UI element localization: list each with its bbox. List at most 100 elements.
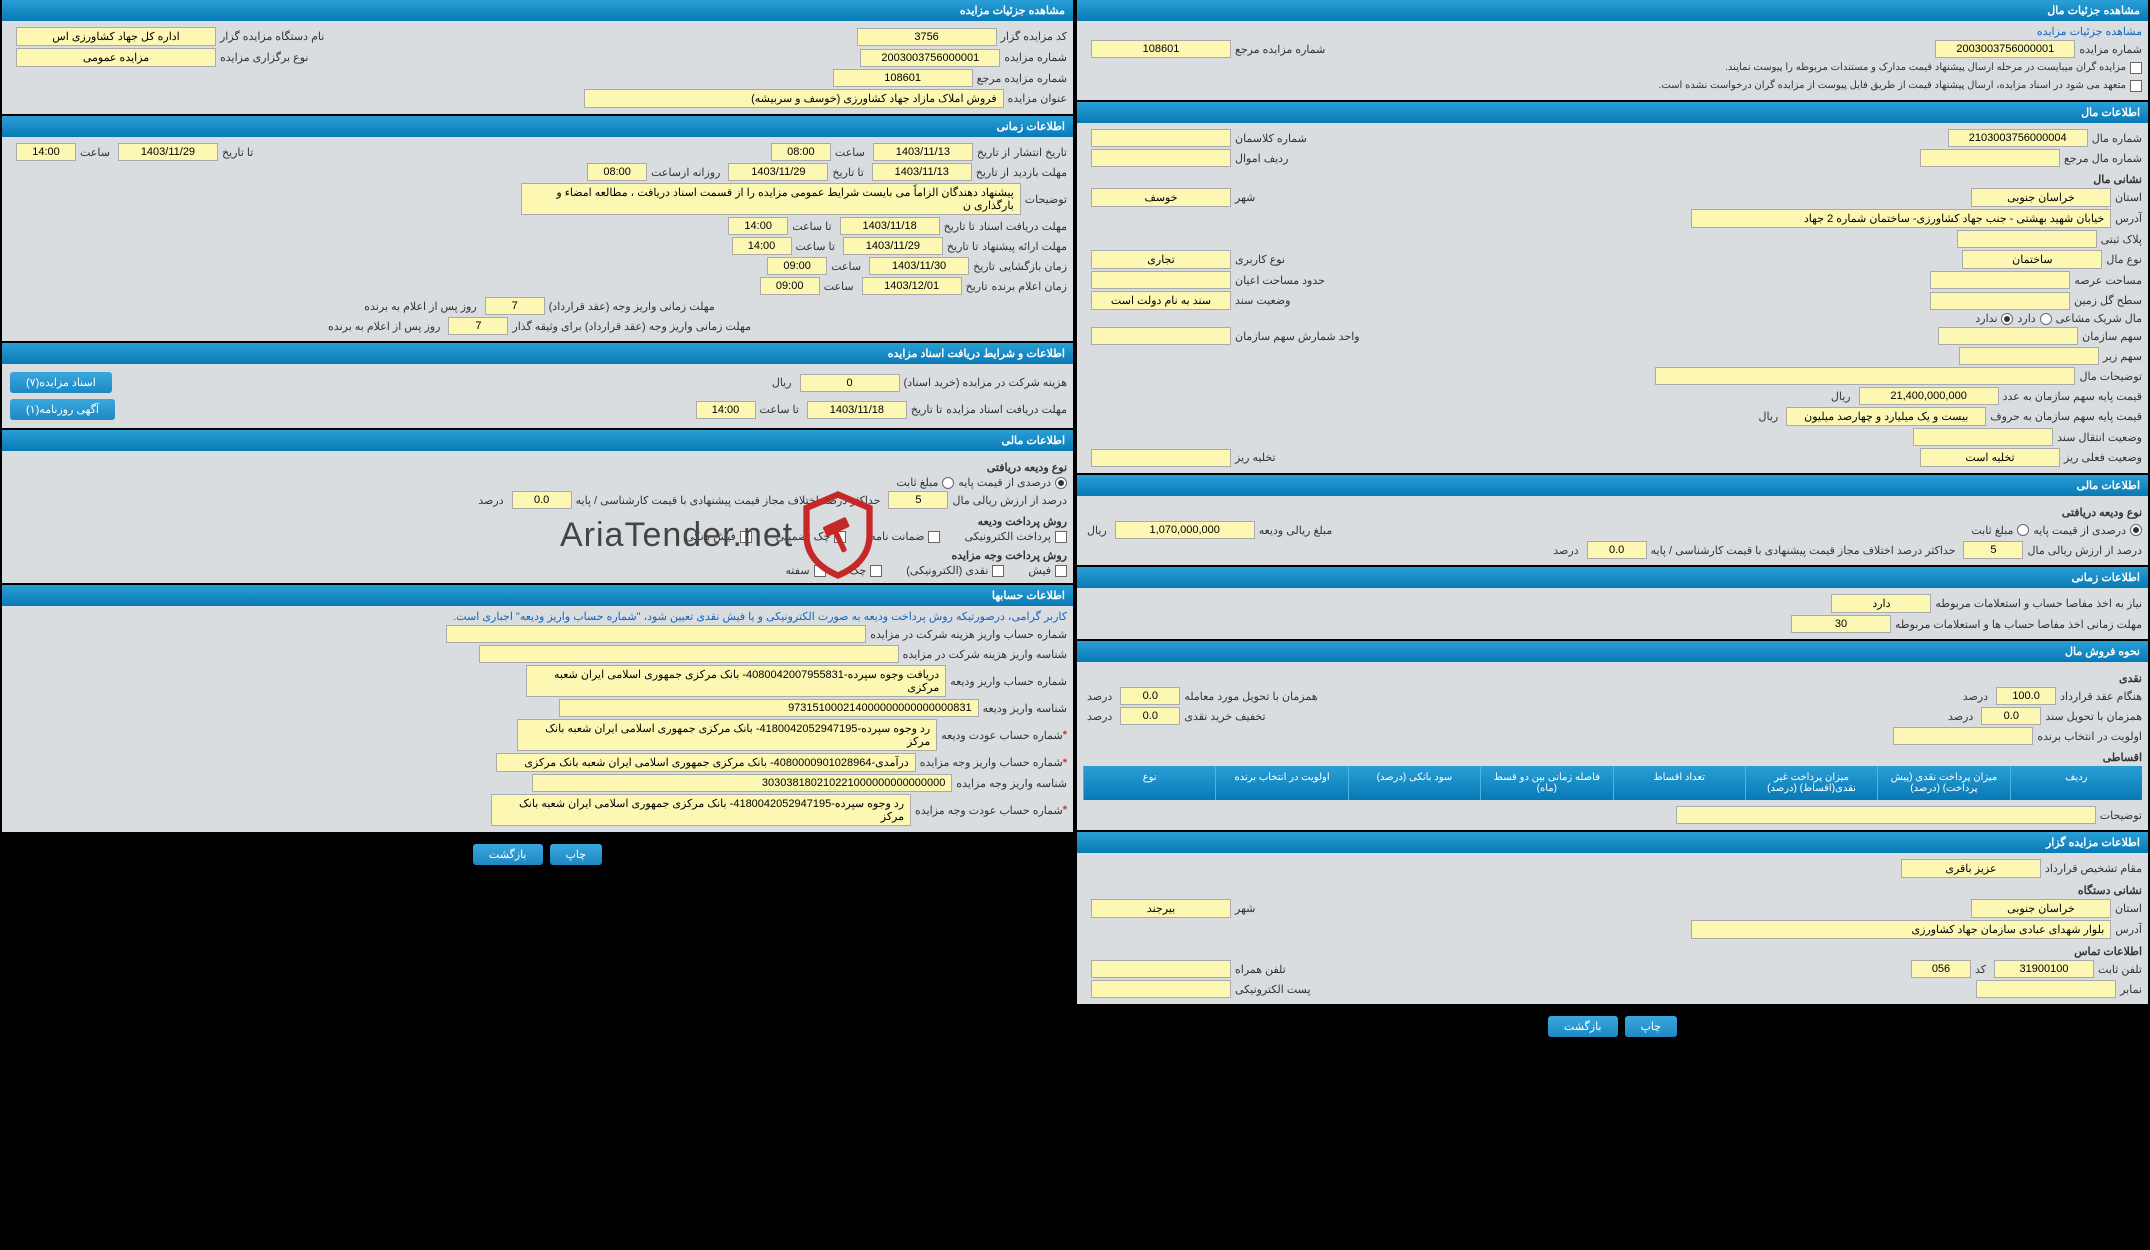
auction-payment-checkbox[interactable] <box>1055 565 1067 577</box>
days-field: 7 <box>448 317 508 335</box>
required-icon: * <box>1063 804 1067 816</box>
cash-discount-field: 0.0 <box>1120 707 1180 725</box>
time-field: 14:00 <box>16 143 76 161</box>
evacuation-field <box>1091 449 1231 467</box>
label: روزانه ازساعت <box>651 166 720 179</box>
tel-code-field: 056 <box>1911 960 1971 978</box>
deposit-type-radio[interactable] <box>942 477 954 489</box>
sale-method-panel: نحوه فروش مال نقدی هنگام عقد قرارداد 100… <box>1077 641 2148 830</box>
info-text: متعهد می شود در اسناد مزایده، ارسال پیشن… <box>1659 78 2126 94</box>
print-button[interactable]: چاپ <box>1625 1016 1678 1037</box>
time-info-panel: اطلاعات زمانی تاریخ انتشار از تاریخ 1403… <box>2 116 1073 341</box>
city-field: خوسف <box>1091 188 1231 207</box>
auction-payment-checkbox[interactable] <box>992 565 1004 577</box>
payment-method-checkbox[interactable] <box>928 531 940 543</box>
date-field: 1403/11/13 <box>873 143 973 161</box>
section-header: اطلاعات مالی <box>2 430 1073 451</box>
sub-header: اطلاعات تماس <box>1083 945 2142 958</box>
plate-field <box>1957 230 2097 248</box>
print-button[interactable]: چاپ <box>550 844 603 865</box>
label: شماره مزایده <box>2079 43 2142 56</box>
label: مهلت زمانی واریز وجه (عقد قرارداد) برای … <box>512 320 751 333</box>
label: همزمان با تحویل سند <box>2045 710 2142 723</box>
label: سطح گل زمین <box>2074 294 2142 307</box>
need-field: دارد <box>1831 594 1931 613</box>
label: تا ساعت <box>792 220 831 233</box>
time-field: 09:00 <box>767 257 827 275</box>
account-field: درآمدی-4080000901028964- بانک مرکزی جمهو… <box>496 753 916 772</box>
area-field <box>1930 271 2070 289</box>
label: سهم سازمان <box>2082 330 2142 343</box>
section-header: نحوه فروش مال <box>1077 641 2148 662</box>
date-field: 1403/11/29 <box>843 237 943 255</box>
label: تا ساعت <box>760 403 799 416</box>
action-buttons: چاپ بازگشت <box>1077 1006 2148 1047</box>
deposit-type-radio[interactable] <box>2130 524 2142 536</box>
section-header: اطلاعات مالی <box>1077 475 2148 496</box>
notes-field: پیشنهاد دهندگان الزاماً می بایست شرایط ع… <box>521 183 1021 215</box>
view-auction-link[interactable]: مشاهده جزئیات مزایده <box>1083 25 2142 38</box>
newspaper-ad-button[interactable]: آگهی روزنامه(۱) <box>10 399 115 420</box>
payment-method-checkbox[interactable] <box>1055 531 1067 543</box>
label: مهلت زمانی واریز وجه (عقد قرارداد) <box>549 300 715 313</box>
shared-radio[interactable] <box>2001 313 2013 325</box>
label: مهلت ارائه پیشنهاد <box>982 240 1067 253</box>
label: آدرس <box>2115 923 2142 936</box>
label: شماره حساب واریز ودیعه <box>950 675 1067 688</box>
label: شماره مزایده مرجع <box>977 72 1067 85</box>
label: نوع کاربری <box>1235 253 1285 266</box>
current-status-field: تخلیه است <box>1920 448 2060 467</box>
info-checkbox <box>2130 80 2142 92</box>
notes-field <box>1676 806 2096 824</box>
deposit-type-radio[interactable] <box>1055 477 1067 489</box>
section-header: اطلاعات و شرایط دریافت اسناد مزایده <box>2 343 1073 364</box>
time-field: 09:00 <box>760 277 820 295</box>
label: درصد <box>1553 544 1578 557</box>
label: روز پس از اعلام به برنده <box>328 320 440 333</box>
label: درصدی از قیمت پایه <box>2033 524 2126 537</box>
province-field: خراسان جنوبی <box>1971 188 2111 207</box>
label: کد مزایده گزار <box>1001 30 1067 43</box>
deposit-type-radio[interactable] <box>2017 524 2029 536</box>
label: وضعیت فعلی ریز <box>2064 451 2142 464</box>
date-field: 1403/11/13 <box>872 163 972 181</box>
label: تا تاریخ <box>832 166 863 179</box>
label: توضیحات <box>1025 193 1067 206</box>
label: ریال <box>1831 390 1851 403</box>
back-button[interactable]: بازگشت <box>473 844 543 865</box>
sub-header: نوع ودیعه دریافتی <box>8 461 1067 474</box>
label: ردیف اموال <box>1235 152 1288 165</box>
sub-header: روش پرداخت ودیعه <box>8 515 1067 528</box>
logo-text: AriaTender.net <box>560 516 793 555</box>
account-field <box>479 645 899 663</box>
shared-radio[interactable] <box>2040 313 2052 325</box>
cost-field: 0 <box>800 374 900 392</box>
deposit-amount-field: 1,070,000,000 <box>1115 521 1255 539</box>
account-field: 303038180210221000000000000000 <box>532 774 952 792</box>
th: اولویت در انتخاب برنده <box>1215 766 1347 800</box>
account-field: دریافت وجوه سپرده-4080042007955831- بانک… <box>526 665 946 697</box>
th: میزان پرداخت غیر نقدی(اقساط) (درصد) <box>1745 766 1877 800</box>
share-unit-field <box>1091 327 1231 345</box>
on-contract-field: 100.0 <box>1996 687 2056 705</box>
doc-conditions-panel: اطلاعات و شرایط دریافت اسناد مزایده هزین… <box>2 343 1073 428</box>
days-field: 30 <box>1791 615 1891 633</box>
account-field: 973151000214000000000000000831 <box>559 699 979 717</box>
info-checkbox <box>2130 62 2142 74</box>
shield-hammer-icon <box>793 490 883 580</box>
auctioneer-code-field: 3756 <box>857 28 997 46</box>
label: هنگام عقد قرارداد <box>2060 690 2142 703</box>
ref-field <box>1920 149 2060 167</box>
fax-field <box>1976 980 2116 998</box>
label: همزمان با تحویل مورد معامله <box>1184 690 1317 703</box>
back-button[interactable]: بازگشت <box>1548 1016 1618 1037</box>
address-field: بلوار شهدای عبادی سازمان جهاد کشاورزی <box>1691 920 2111 939</box>
doc-status-field: سند به نام دولت است <box>1091 291 1231 310</box>
level-field <box>1930 292 2070 310</box>
watermark-logo: AriaTender.net <box>560 490 883 580</box>
pct-field: 5 <box>1963 541 2023 559</box>
label: پست الکترونیکی <box>1235 983 1311 996</box>
auction-docs-button[interactable]: اسناد مزایده(۷) <box>10 372 112 393</box>
ref-field: 108601 <box>1091 40 1231 58</box>
property-number-field: 2103003756000004 <box>1948 129 2088 147</box>
